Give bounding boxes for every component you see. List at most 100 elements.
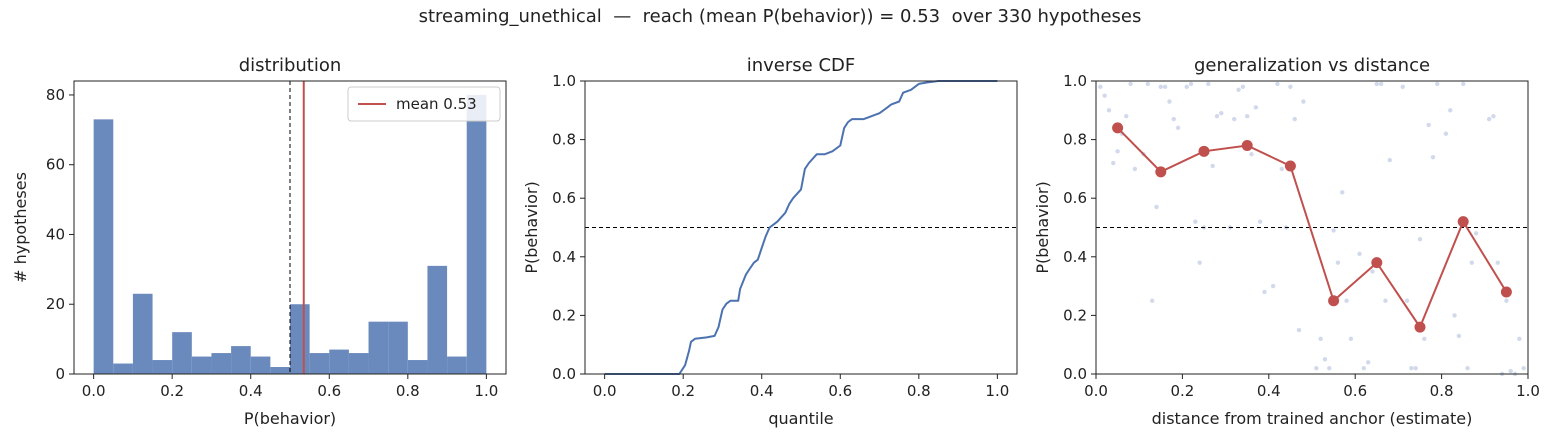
x-tick-label: 0.0 bbox=[1084, 382, 1108, 400]
scatter-point bbox=[1422, 336, 1427, 342]
y-tick-label: 0.6 bbox=[1063, 189, 1087, 207]
scatter-point bbox=[1206, 81, 1211, 87]
scatter-point bbox=[1413, 365, 1418, 371]
histogram-bar bbox=[368, 321, 389, 374]
binned-mean-line bbox=[1116, 127, 1508, 330]
x-tick-label: 1.0 bbox=[985, 382, 1009, 400]
scatter-point bbox=[1452, 313, 1457, 318]
histogram-bar bbox=[93, 119, 114, 374]
scatter-point bbox=[1491, 113, 1496, 119]
cdf-line bbox=[604, 80, 998, 375]
scatter-point bbox=[1167, 99, 1172, 104]
scatter-point bbox=[1348, 336, 1354, 342]
scatter-point bbox=[1253, 105, 1259, 110]
x-tick-label: 0.2 bbox=[671, 382, 695, 400]
scatter-point bbox=[1149, 298, 1155, 303]
x-tick-label: 0.8 bbox=[907, 382, 931, 400]
y-tick-label: 0.2 bbox=[1063, 306, 1087, 324]
x-tick-label: 0.8 bbox=[1430, 382, 1454, 400]
y-tick-label: 0.6 bbox=[552, 189, 576, 207]
histogram-bar bbox=[427, 265, 448, 374]
scatter-point bbox=[1322, 357, 1328, 362]
scatter-point bbox=[1426, 122, 1431, 128]
scatter-point bbox=[1288, 84, 1293, 90]
scatter-point bbox=[1504, 298, 1509, 303]
distribution-panel: 0.0 0.2 0.4 0.6 0.8 1.0 0 20 40 60 80 distribution P… bbox=[11, 55, 507, 428]
histogram-bar bbox=[348, 353, 369, 374]
scatter-point bbox=[1435, 81, 1440, 87]
scatter-point bbox=[1448, 108, 1453, 113]
scatter-point bbox=[1270, 283, 1276, 289]
scatter-point bbox=[1214, 113, 1220, 119]
histogram-bar bbox=[231, 346, 251, 374]
scatter-point bbox=[1374, 81, 1380, 87]
scatter-point bbox=[1232, 116, 1237, 122]
inverse-cdf-panel: 0.0 0.2 0.4 0.6 0.8 1.0 0.0 0.2 0.4 0.6 0.8 1.0 inve… bbox=[522, 55, 1018, 428]
scatter-point bbox=[1188, 81, 1194, 87]
y-tick-label: 40 bbox=[46, 225, 65, 243]
panel-title: distribution bbox=[239, 55, 342, 76]
binned-mean-point bbox=[1500, 286, 1512, 298]
figure-title: streaming_unethical — reach (mean P(beha… bbox=[418, 6, 1142, 27]
x-tick-label: 0.4 bbox=[1257, 382, 1281, 400]
histogram-bar bbox=[388, 321, 408, 374]
scatter-point bbox=[1236, 87, 1241, 92]
scatter-point bbox=[1378, 81, 1384, 87]
x-tick-label: 0.6 bbox=[828, 382, 852, 400]
y-axis-label: P(behavior) bbox=[1033, 181, 1052, 273]
binned-mean-point bbox=[1112, 122, 1124, 134]
scatter-point bbox=[1128, 81, 1133, 87]
x-tick-label: 0.8 bbox=[396, 382, 420, 400]
y-tick-label: 0.0 bbox=[1063, 365, 1087, 383]
scatter-point bbox=[1335, 260, 1341, 265]
scatter-point bbox=[1404, 298, 1410, 303]
histogram-bar bbox=[172, 332, 192, 374]
histogram-bar bbox=[191, 356, 212, 374]
binned-mean-point bbox=[1155, 166, 1167, 178]
scatter-point bbox=[1301, 99, 1306, 104]
scatter-point bbox=[1318, 336, 1323, 342]
panel-title: generalization vs distance bbox=[1194, 55, 1430, 76]
scatter-point bbox=[1344, 298, 1349, 303]
scatter-point bbox=[1111, 160, 1116, 166]
x-tick-label: 0.6 bbox=[1343, 382, 1367, 400]
histogram-bar bbox=[447, 356, 467, 374]
x-axis-label: P(behavior) bbox=[244, 409, 336, 428]
histogram-bar bbox=[132, 293, 153, 374]
scatter-point bbox=[1327, 365, 1332, 371]
scatter-point bbox=[1465, 365, 1470, 371]
scatter-point bbox=[1210, 163, 1215, 169]
axes-frame bbox=[584, 80, 1018, 375]
axes-frame bbox=[73, 80, 507, 375]
scatter-point bbox=[1171, 116, 1176, 122]
histogram-bar bbox=[290, 304, 310, 374]
x-tick-label: 0.0 bbox=[593, 382, 617, 400]
binned-mean-point bbox=[1241, 139, 1253, 151]
y-tick-label: 0.4 bbox=[552, 248, 576, 266]
scatter-point bbox=[1145, 81, 1151, 87]
scatter-point bbox=[1098, 84, 1103, 90]
legend-label: mean 0.53 bbox=[396, 95, 477, 113]
scatter-point bbox=[1314, 365, 1319, 371]
histogram-bar bbox=[250, 356, 271, 374]
scatter-point bbox=[1473, 231, 1479, 236]
scatter-point bbox=[1417, 237, 1423, 242]
histogram-bar bbox=[309, 353, 330, 374]
scatter-point bbox=[1219, 111, 1224, 116]
scatter-point bbox=[1400, 84, 1405, 90]
x-tick-label: 0.4 bbox=[239, 382, 263, 400]
scatter-point bbox=[1469, 260, 1475, 265]
binned-mean-point bbox=[1414, 321, 1426, 333]
x-axis-label: distance from trained anchor (estimate) bbox=[1152, 409, 1473, 428]
binned-mean-point bbox=[1284, 160, 1296, 172]
legend-box bbox=[347, 86, 501, 122]
scatter-point bbox=[1495, 260, 1500, 265]
y-tick-label: 20 bbox=[46, 295, 65, 313]
scatter-point bbox=[1132, 166, 1138, 172]
panel-title: inverse CDF bbox=[747, 55, 856, 76]
y-tick-label: 1.0 bbox=[1063, 72, 1087, 90]
binned-mean-point bbox=[1371, 257, 1383, 269]
x-tick-label: 0.0 bbox=[82, 382, 106, 400]
scatter-point bbox=[1257, 219, 1263, 224]
